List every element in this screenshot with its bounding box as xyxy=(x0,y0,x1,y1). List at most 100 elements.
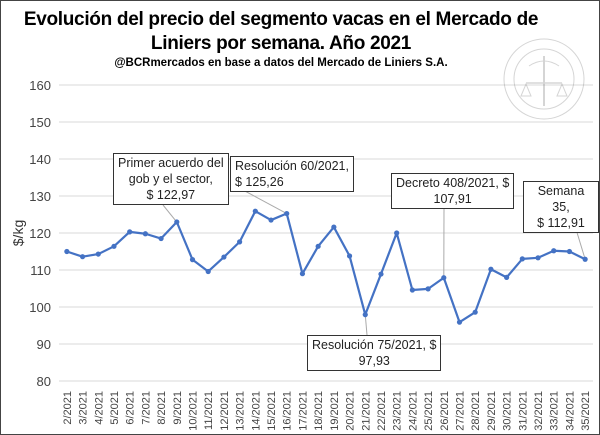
chart-title-line1: Evolución del precio del segmento vacas … xyxy=(23,9,539,30)
x-tick-label: 4/2021 xyxy=(93,391,105,425)
annotation-resolucion-75: Resolución 75/2021, $ 97,93 xyxy=(307,335,442,371)
data-point xyxy=(519,256,525,262)
data-point xyxy=(221,254,227,260)
x-tick-label: 7/2021 xyxy=(140,391,152,425)
annotation-text: Resolución 75/2021, $ xyxy=(312,338,437,352)
x-tick-label: 11/2021 xyxy=(203,391,215,430)
data-point xyxy=(504,274,510,280)
x-tick-label: 21/2021 xyxy=(360,391,372,431)
data-point xyxy=(346,253,353,259)
annotation-text: 107,91 xyxy=(433,192,472,206)
annotation-text: 97,93 xyxy=(358,354,390,368)
data-point xyxy=(394,230,400,236)
x-tick-label: 6/2021 xyxy=(125,391,137,425)
data-point xyxy=(425,286,431,292)
x-tick-label: 34/2021 xyxy=(564,391,576,431)
data-point xyxy=(441,275,447,281)
x-tick-label: 25/2021 xyxy=(423,391,435,431)
x-tick-label: 22/2021 xyxy=(376,391,388,431)
x-tick-label: 16/2021 xyxy=(282,391,294,431)
data-point xyxy=(174,219,180,225)
data-point xyxy=(582,256,588,262)
y-tick-label: 100 xyxy=(29,300,51,315)
y-tick-label: 120 xyxy=(29,226,51,241)
annotation-leader-line xyxy=(242,189,287,214)
data-point xyxy=(472,309,478,315)
data-point xyxy=(488,266,494,272)
annotation-text: Semana 35, xyxy=(537,184,585,214)
x-tick-label: 15/2021 xyxy=(266,391,278,431)
annotation-leader-line xyxy=(162,204,178,223)
x-tick-label: 5/2021 xyxy=(109,391,121,425)
annotation-leader-line xyxy=(364,314,368,336)
x-tick-label: 10/2021 xyxy=(188,391,200,431)
annotation-text: $ 122,97 xyxy=(146,188,196,202)
x-tick-label: 9/2021 xyxy=(172,391,184,425)
data-point xyxy=(331,224,337,230)
x-tick-label: 18/2021 xyxy=(313,391,325,431)
data-point xyxy=(252,208,258,214)
data-point xyxy=(64,248,70,255)
data-point xyxy=(284,210,290,217)
x-tick-label: 2/2021 xyxy=(62,391,74,425)
data-point xyxy=(299,271,306,277)
data-point xyxy=(111,243,117,249)
x-tick-label: 32/2021 xyxy=(533,391,545,431)
x-tick-label: 19/2021 xyxy=(329,391,341,431)
x-tick-label: 28/2021 xyxy=(470,391,482,431)
data-point xyxy=(205,268,211,275)
data-point xyxy=(409,287,415,293)
x-tick-label: 31/2021 xyxy=(517,391,529,431)
y-tick-label: 110 xyxy=(30,263,51,278)
data-point xyxy=(535,255,541,261)
x-tick-label: 27/2021 xyxy=(455,391,467,431)
annotation-primer-acuerdo: Primer acuerdo del gob y el sector, $ 12… xyxy=(113,153,229,205)
x-tick-label: 35/2021 xyxy=(580,391,592,431)
x-tick-label: 29/2021 xyxy=(486,391,498,431)
x-tick-label: 26/2021 xyxy=(439,391,451,431)
annotation-text: Resolución 60/2021, xyxy=(235,159,349,173)
series-line xyxy=(66,210,586,324)
chart-title-line2: Liniers por semana. Año 2021 xyxy=(150,33,412,54)
data-point xyxy=(79,254,86,260)
annotation-resolucion-60: Resolución 60/2021, $ 125,26 xyxy=(230,156,354,192)
x-tick-label: 8/2021 xyxy=(156,391,168,425)
annotation-text: Primer acuerdo del xyxy=(118,156,224,170)
y-tick-label: 150 xyxy=(29,115,51,130)
x-tick-label: 30/2021 xyxy=(502,391,514,431)
data-point xyxy=(237,239,243,245)
x-tick-label: 24/2021 xyxy=(407,391,419,431)
data-point xyxy=(566,248,573,255)
data-point xyxy=(362,312,368,318)
y-tick-label: 140 xyxy=(29,152,51,167)
x-tick-label: 3/2021 xyxy=(78,391,90,425)
annotation-text: $ 112,91 xyxy=(537,216,585,230)
y-tick-label: 160 xyxy=(29,78,51,93)
data-point xyxy=(315,243,321,249)
x-tick-label: 12/2021 xyxy=(219,391,231,431)
x-tick-label: 17/2021 xyxy=(297,391,309,431)
annotation-text: gob y el sector, xyxy=(128,172,213,186)
data-point xyxy=(551,248,557,254)
data-point xyxy=(158,235,164,242)
data-point xyxy=(456,319,463,325)
data-point xyxy=(95,251,101,257)
data-point xyxy=(378,271,384,277)
data-point xyxy=(127,229,133,235)
annotation-decreto-408: Decreto 408/2021, $ 107,91 xyxy=(391,173,515,209)
annotation-semana-35: Semana 35, $ 112,91 xyxy=(523,181,599,233)
chart-subtitle: @BCRmercados en base a datos del Mercado… xyxy=(114,57,448,69)
y-tick-label: 90 xyxy=(37,337,51,352)
x-tick-label: 33/2021 xyxy=(549,391,561,431)
data-point xyxy=(189,257,196,263)
x-tick-label: 13/2021 xyxy=(235,391,247,431)
x-tick-label: 14/2021 xyxy=(250,391,262,431)
annotation-text: Decreto 408/2021, $ xyxy=(396,176,510,190)
y-tick-label: 80 xyxy=(37,374,51,389)
bcr-logo-watermark xyxy=(503,38,585,120)
y-axis-label: $/kg xyxy=(10,220,26,246)
x-tick-label: 20/2021 xyxy=(345,391,357,431)
data-point xyxy=(142,231,148,237)
x-tick-label: 23/2021 xyxy=(392,391,404,431)
